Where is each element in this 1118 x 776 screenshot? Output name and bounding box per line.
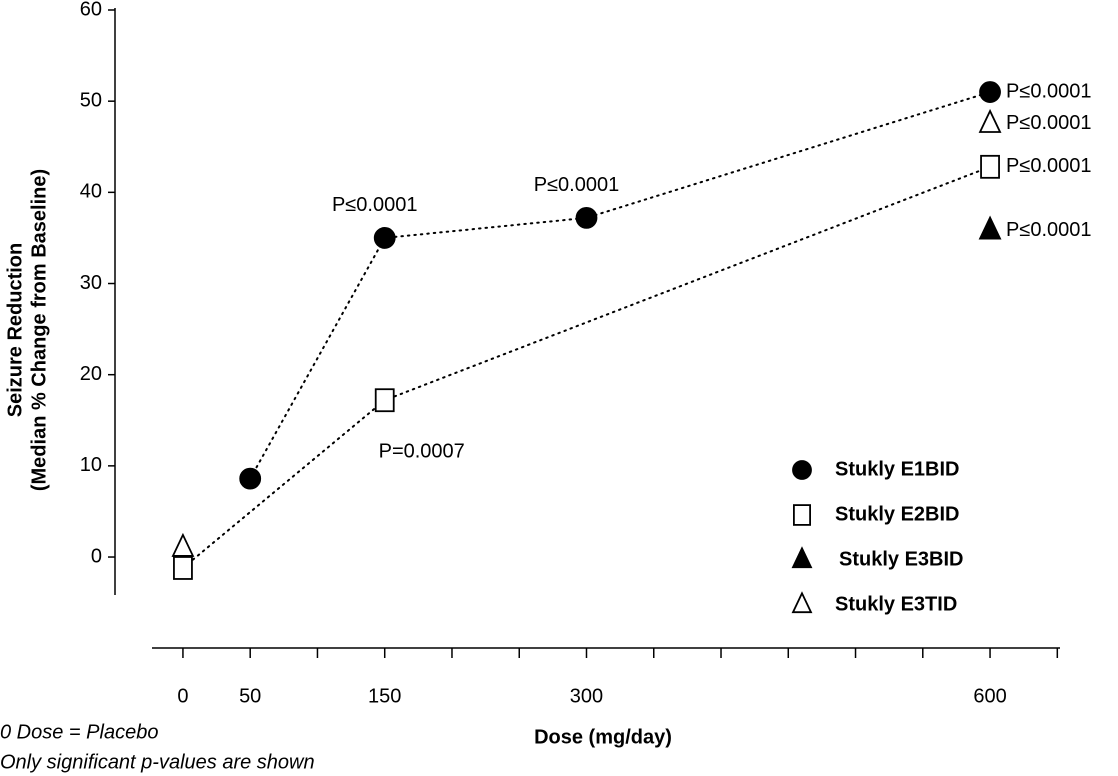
x-tick-label: 50 — [239, 685, 261, 707]
marker-square — [374, 388, 395, 413]
marker-square — [980, 154, 1000, 179]
footnote: Only significant p-values are shown — [0, 751, 315, 773]
marker-triangle — [791, 546, 813, 569]
y-tick-label: 40 — [80, 181, 102, 203]
p-value-label: P≤0.0001 — [534, 174, 620, 196]
p-value-label: P≤0.0001 — [1006, 155, 1091, 177]
y-tick-label: 20 — [80, 363, 102, 385]
marker-circle — [373, 227, 396, 249]
legend-label: Stukly E2BID — [835, 503, 959, 525]
marker-triangle — [791, 591, 813, 614]
x-tick-label: 300 — [570, 685, 603, 707]
legend-label: Stukly E1BID — [835, 458, 959, 480]
y-axis-title: Seizure Reduction (Median % Change from … — [4, 169, 50, 491]
marker-triangle — [978, 215, 1002, 240]
y-tick-label: 10 — [80, 454, 102, 476]
y-axis-title-line: (Median % Change from Baseline) — [28, 169, 50, 491]
marker-square — [173, 556, 193, 580]
y-tick-label: 60 — [80, 0, 102, 20]
x-tick-label: 0 — [177, 685, 188, 707]
footnote: 0 Dose = Placebo — [0, 721, 158, 743]
p-value-label: P≤0.0001 — [1006, 219, 1091, 241]
p-value-label: P≤0.0001 — [1006, 112, 1091, 134]
marker-triangle — [171, 532, 195, 557]
legend-label: Stukly E3BID — [839, 548, 963, 570]
marker-circle — [239, 467, 262, 490]
p-value-label: P=0.0007 — [379, 440, 465, 462]
marker-circle — [575, 206, 598, 229]
y-tick-label: 30 — [80, 272, 102, 294]
marker-square — [793, 504, 812, 526]
x-tick-label: 600 — [973, 685, 1006, 707]
marker-triangle — [978, 108, 1002, 133]
y-tick-label: 0 — [91, 545, 102, 567]
y-axis-title-line: Seizure Reduction — [4, 243, 26, 417]
p-value-label: P≤0.0001 — [1006, 80, 1091, 102]
y-tick-label: 50 — [80, 89, 102, 111]
p-value-label: P≤0.0001 — [332, 194, 418, 216]
marker-circle — [792, 460, 812, 480]
legend-label: Stukly E3TID — [835, 593, 957, 615]
x-tick-label: 150 — [368, 685, 401, 707]
series-line — [249, 91, 992, 480]
x-axis-title: Dose (mg/day) — [534, 726, 672, 748]
marker-circle — [979, 81, 1001, 103]
